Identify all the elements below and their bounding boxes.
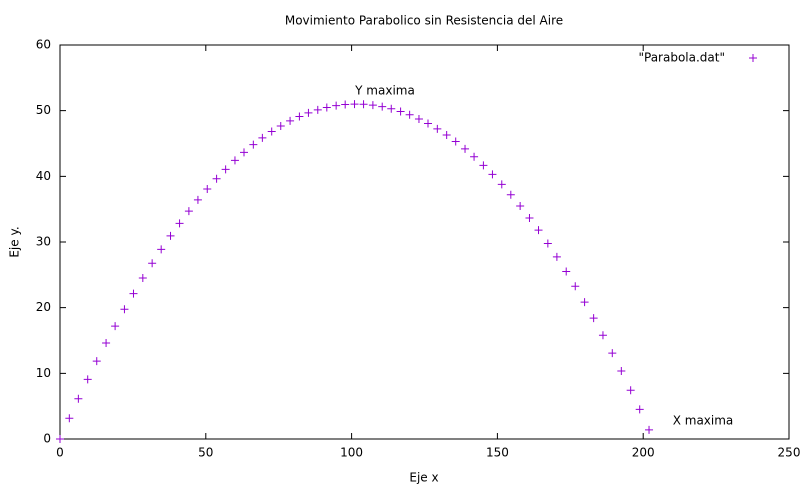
y-tick-label: 20	[36, 300, 51, 314]
point	[175, 219, 184, 228]
point	[249, 140, 258, 149]
point	[267, 127, 276, 136]
point	[240, 148, 248, 157]
point	[56, 435, 64, 443]
point	[433, 124, 442, 133]
point	[461, 144, 470, 153]
point	[497, 180, 506, 189]
plot-border	[59, 44, 790, 440]
annotation: X maxima	[673, 414, 734, 428]
point	[65, 414, 74, 423]
point	[645, 425, 654, 434]
point	[571, 282, 580, 291]
point	[368, 101, 377, 110]
point	[396, 107, 405, 116]
x-axis-label: Eje x	[409, 471, 438, 485]
point	[83, 375, 92, 384]
point	[157, 245, 166, 254]
annotation: Y maxima	[354, 84, 415, 98]
point	[341, 100, 350, 109]
point	[525, 213, 534, 222]
point	[580, 298, 589, 307]
point	[148, 259, 157, 268]
point	[74, 394, 83, 403]
point	[543, 239, 552, 248]
x-tick-label: 100	[340, 446, 363, 460]
point	[470, 152, 479, 161]
point	[506, 190, 515, 199]
point	[479, 161, 488, 170]
point	[203, 185, 212, 194]
point	[598, 331, 607, 340]
point	[286, 116, 295, 125]
point	[332, 101, 341, 110]
legend-marker	[749, 54, 757, 62]
point	[626, 386, 635, 395]
point	[166, 231, 175, 240]
point	[221, 165, 230, 174]
point	[258, 133, 267, 142]
point	[129, 289, 138, 298]
point	[92, 357, 101, 366]
x-tick-label: 50	[198, 446, 213, 460]
point	[608, 349, 617, 358]
point	[304, 108, 313, 117]
y-tick-label: 50	[36, 103, 51, 117]
point	[378, 102, 387, 111]
x-tick-label: 200	[632, 446, 655, 460]
point	[212, 174, 221, 183]
point	[322, 103, 331, 112]
y-tick-label: 60	[36, 38, 51, 52]
point	[414, 114, 423, 123]
y-tick-label: 10	[36, 366, 51, 380]
point	[111, 322, 120, 331]
point	[552, 252, 561, 261]
point	[276, 121, 285, 130]
point	[350, 100, 359, 109]
point	[617, 367, 626, 376]
chart-title: Movimiento Parabolico sin Resistencia de…	[285, 14, 563, 28]
x-tick-label: 0	[56, 446, 64, 460]
point	[295, 112, 304, 121]
y-tick-label: 30	[36, 235, 51, 249]
x-tick-label: 250	[778, 446, 801, 460]
point	[120, 305, 129, 314]
point	[488, 170, 497, 179]
point	[562, 267, 571, 276]
point	[230, 156, 239, 165]
point	[313, 105, 322, 114]
point	[193, 195, 202, 204]
point	[442, 131, 451, 140]
point	[138, 274, 147, 283]
point	[184, 207, 193, 216]
point	[589, 314, 598, 323]
point	[405, 110, 414, 119]
point	[387, 104, 396, 113]
point	[359, 100, 368, 109]
y-tick-label: 0	[43, 432, 51, 446]
point	[102, 338, 111, 347]
y-tick-label: 40	[36, 169, 51, 183]
y-axis-label: Eje y.	[8, 226, 22, 257]
point	[534, 226, 543, 235]
point	[451, 137, 460, 146]
legend-label: "Parabola.dat"	[638, 51, 725, 65]
point	[635, 405, 644, 414]
x-tick-label: 150	[486, 446, 509, 460]
point	[423, 119, 432, 128]
point	[516, 202, 525, 211]
